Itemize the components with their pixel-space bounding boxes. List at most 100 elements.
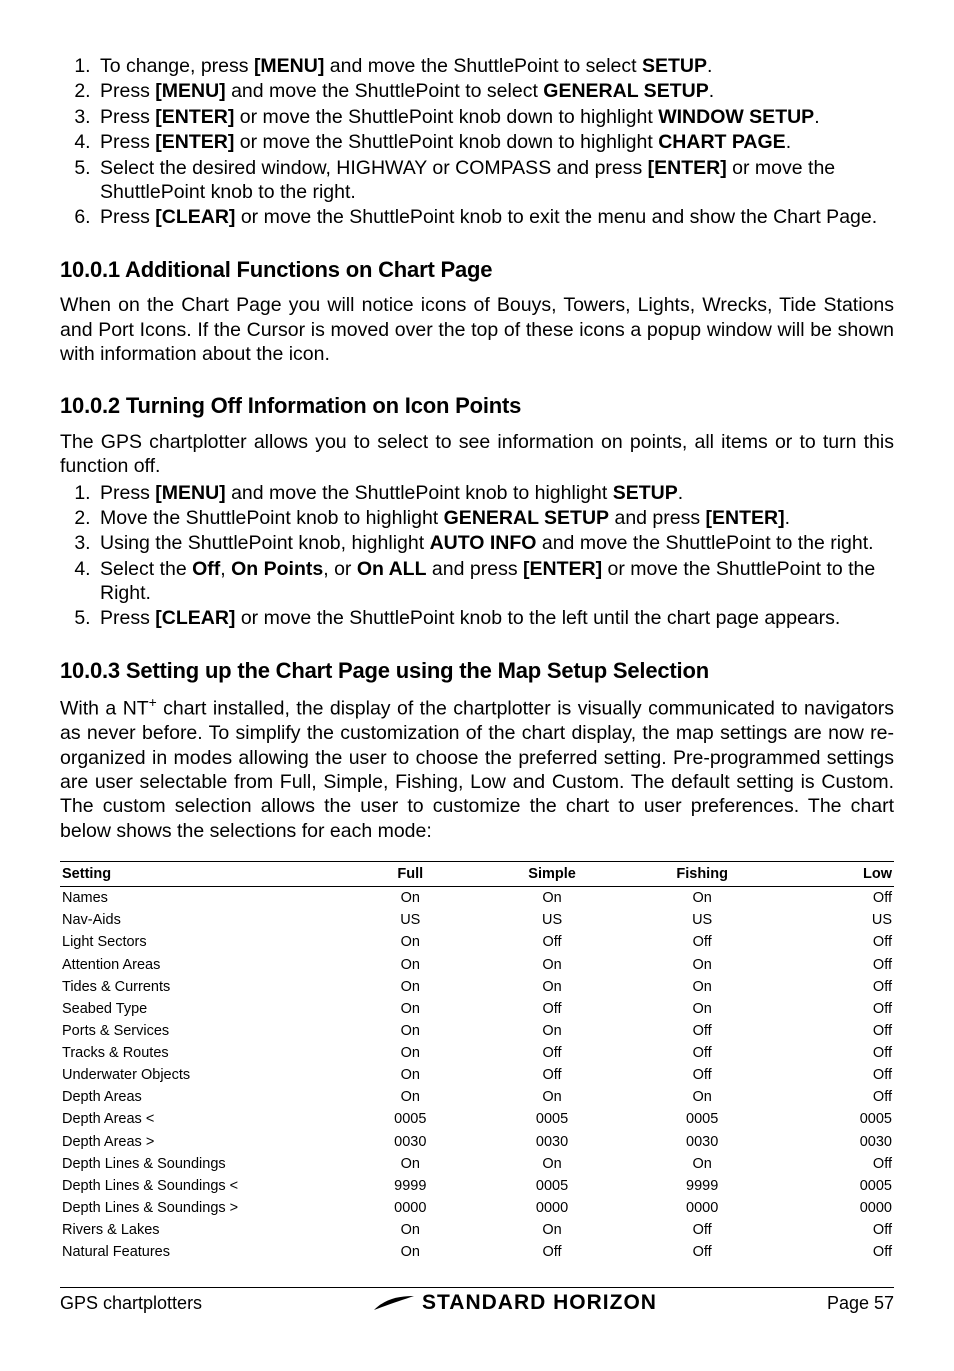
cell-low: Off [777, 1042, 894, 1064]
section-10-0-2-steps: Press [MENU] and move the ShuttlePoint k… [60, 481, 894, 631]
cell-simple: Off [477, 931, 627, 953]
table-row: Depth Lines & SoundingsOnOnOnOff [60, 1153, 894, 1175]
footer-left: GPS chartplotters [60, 1292, 202, 1315]
cell-fishing: US [627, 909, 777, 931]
s2-step-3: Using the ShuttlePoint knob, highlight A… [96, 531, 894, 555]
cell-simple: On [477, 1219, 627, 1241]
step-text: . [707, 55, 712, 77]
cell-fishing: On [627, 998, 777, 1020]
table-header-row: Setting Full Simple Fishing Low [60, 862, 894, 887]
step-bold: GENERAL SETUP [444, 507, 609, 529]
step-text: , or [323, 558, 357, 580]
cell-low: 0030 [777, 1131, 894, 1153]
table-row: Depth AreasOnOnOnOff [60, 1086, 894, 1108]
step-bold: [ENTER] [706, 507, 785, 529]
cell-full: On [344, 1241, 477, 1263]
step-text: Select the [100, 558, 192, 580]
cell-simple: On [477, 976, 627, 998]
s2-step-2: Move the ShuttlePoint knob to highlight … [96, 506, 894, 530]
settings-table: Setting Full Simple Fishing Low NamesOnO… [60, 861, 894, 1263]
cell-fishing: Off [627, 931, 777, 953]
step-bold: WINDOW SETUP [658, 106, 814, 128]
cell-fishing: Off [627, 1042, 777, 1064]
step-bold: [MENU] [155, 80, 225, 102]
cell-full: US [344, 909, 477, 931]
cell-low: Off [777, 976, 894, 998]
step-text: Press [100, 482, 155, 504]
intro-step-1: To change, press [MENU] and move the Shu… [96, 54, 894, 78]
cell-full: 0030 [344, 1131, 477, 1153]
cell-setting: Rivers & Lakes [60, 1219, 344, 1241]
step-text: Press [100, 131, 155, 153]
cell-low: 0000 [777, 1197, 894, 1219]
step-text: Press [100, 607, 155, 629]
step-text: Select the desired window, HIGHWAY or CO… [100, 157, 648, 179]
cell-setting: Underwater Objects [60, 1064, 344, 1086]
step-text: or move the ShuttlePoint knob down to hi… [234, 106, 658, 128]
step-text: or move the ShuttlePoint knob to exit th… [235, 206, 877, 228]
step-text: or move the ShuttlePoint knob down to hi… [234, 131, 658, 153]
brand-swoosh-icon [372, 1294, 416, 1312]
s2-step-5: Press [CLEAR] or move the ShuttlePoint k… [96, 606, 894, 630]
step-text: . [814, 106, 819, 128]
step-bold: AUTO INFO [430, 532, 537, 554]
cell-low: Off [777, 1086, 894, 1108]
intro-step-6: Press [CLEAR] or move the ShuttlePoint k… [96, 205, 894, 229]
section-10-0-1-body: When on the Chart Page you will notice i… [60, 293, 894, 366]
table-row: Nav-AidsUSUSUSUS [60, 909, 894, 931]
intro-steps-list: To change, press [MENU] and move the Shu… [60, 54, 894, 230]
brand-text: STANDARD HORIZON [422, 1290, 657, 1316]
footer-right: Page 57 [827, 1292, 894, 1315]
step-bold: On Points [231, 558, 323, 580]
cell-simple: On [477, 954, 627, 976]
superscript: + [149, 695, 157, 710]
cell-simple: Off [477, 998, 627, 1020]
cell-low: 0005 [777, 1108, 894, 1130]
step-text: Press [100, 80, 155, 102]
cell-fishing: On [627, 976, 777, 998]
page-footer: GPS chartplotters STANDARD HORIZON Page … [60, 1287, 894, 1316]
cell-low: Off [777, 1020, 894, 1042]
section-10-0-2-intro: The GPS chartplotter allows you to selec… [60, 430, 894, 479]
th-low: Low [777, 862, 894, 887]
step-bold: [MENU] [254, 55, 324, 77]
step-text: and move the ShuttlePoint knob to highli… [226, 482, 613, 504]
cell-fishing: 9999 [627, 1175, 777, 1197]
cell-simple: US [477, 909, 627, 931]
step-text: and move the ShuttlePoint to the right. [536, 532, 873, 554]
table-row: Depth Areas <0005000500050005 [60, 1108, 894, 1130]
cell-simple: 0030 [477, 1131, 627, 1153]
step-text: and move the ShuttlePoint to select [324, 55, 642, 77]
th-fishing: Fishing [627, 862, 777, 887]
footer-brand: STANDARD HORIZON [372, 1290, 657, 1316]
table-row: Seabed TypeOnOffOnOff [60, 998, 894, 1020]
s2-step-4: Select the Off, On Points, or On ALL and… [96, 557, 894, 606]
th-setting: Setting [60, 862, 344, 887]
cell-full: On [344, 954, 477, 976]
cell-fishing: On [627, 954, 777, 976]
cell-simple: Off [477, 1241, 627, 1263]
step-bold: [CLEAR] [155, 607, 235, 629]
cell-fishing: 0030 [627, 1131, 777, 1153]
step-bold: [ENTER] [155, 131, 234, 153]
table-row: Tracks & RoutesOnOffOffOff [60, 1042, 894, 1064]
cell-fishing: On [627, 887, 777, 910]
cell-setting: Depth Areas < [60, 1108, 344, 1130]
cell-full: 0000 [344, 1197, 477, 1219]
step-bold: CHART PAGE [658, 131, 785, 153]
cell-setting: Nav-Aids [60, 909, 344, 931]
cell-setting: Depth Lines & Soundings < [60, 1175, 344, 1197]
cell-setting: Tracks & Routes [60, 1042, 344, 1064]
cell-simple: On [477, 1153, 627, 1175]
cell-fishing: On [627, 1153, 777, 1175]
cell-low: Off [777, 1153, 894, 1175]
cell-fishing: On [627, 1086, 777, 1108]
table-row: Depth Areas >0030003000300030 [60, 1131, 894, 1153]
section-10-0-1-title: 10.0.1 Additional Functions on Chart Pag… [60, 256, 894, 284]
step-bold: [MENU] [155, 482, 225, 504]
cell-full: On [344, 1042, 477, 1064]
cell-full: On [344, 1086, 477, 1108]
intro-step-2: Press [MENU] and move the ShuttlePoint t… [96, 79, 894, 103]
cell-fishing: Off [627, 1064, 777, 1086]
step-bold: On ALL [357, 558, 427, 580]
